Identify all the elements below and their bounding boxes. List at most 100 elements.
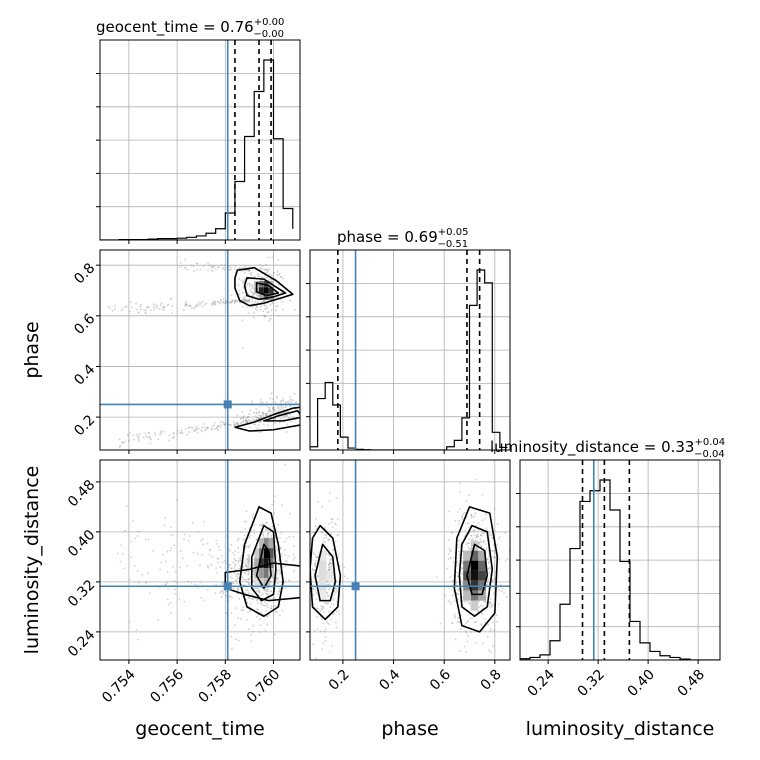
- sample-point: [185, 300, 187, 303]
- sample-point: [238, 267, 241, 270]
- sample-point: [284, 587, 286, 590]
- sample-point: [275, 576, 278, 579]
- sample-point: [240, 609, 243, 612]
- sample-point: [127, 440, 130, 443]
- sample-point: [186, 565, 189, 567]
- sample-point: [475, 620, 478, 623]
- truth-marker: [351, 582, 360, 591]
- sample-point: [253, 423, 256, 426]
- sample-point: [242, 286, 245, 289]
- sample-point: [251, 285, 254, 287]
- sample-point: [215, 583, 218, 586]
- sample-point: [332, 612, 335, 615]
- sample-point: [243, 520, 246, 523]
- sample-point: [245, 598, 248, 601]
- sample-point: [468, 547, 471, 550]
- sample-point: [498, 538, 500, 540]
- sample-point: [308, 565, 310, 567]
- sample-point: [335, 587, 338, 590]
- sample-point: [337, 533, 340, 536]
- sample-point: [265, 615, 268, 618]
- sample-point: [159, 568, 162, 571]
- sample-point: [212, 265, 215, 268]
- sample-point: [492, 592, 495, 595]
- sample-point: [263, 304, 266, 307]
- sample-point: [119, 444, 122, 447]
- sample-point: [148, 592, 151, 595]
- sample-point: [268, 273, 271, 276]
- sample-point: [272, 398, 275, 401]
- sample-point: [248, 269, 251, 272]
- sample-point: [248, 299, 251, 301]
- sample-point: [458, 554, 461, 557]
- sample-point: [250, 290, 253, 293]
- sample-point: [232, 561, 235, 564]
- panel-hist-luminosity-distance: [516, 459, 721, 664]
- sample-point: [487, 623, 490, 626]
- sample-point: [237, 639, 240, 642]
- sample-point: [295, 408, 297, 411]
- sample-point: [325, 536, 328, 539]
- sample-point: [196, 428, 198, 431]
- sample-point: [493, 555, 496, 558]
- sample-point: [131, 306, 133, 309]
- x-tick-label: 0.758: [196, 667, 236, 707]
- contour-inner: [255, 543, 272, 589]
- sample-point: [125, 306, 128, 309]
- sample-point: [225, 301, 227, 303]
- sample-point: [255, 412, 258, 415]
- sample-point: [285, 560, 288, 563]
- sample-point: [207, 269, 209, 272]
- density-cell: [254, 578, 260, 589]
- sample-point: [242, 267, 245, 269]
- axes-frame: [99, 39, 301, 241]
- sample-point: [452, 556, 455, 559]
- sample-point: [197, 427, 200, 430]
- sample-point: [273, 418, 275, 421]
- sample-point: [166, 304, 169, 307]
- sample-point: [264, 307, 267, 310]
- sample-point: [262, 412, 264, 415]
- sample-point: [166, 550, 169, 553]
- sample-point: [256, 301, 259, 303]
- sample-point: [251, 287, 254, 290]
- sample-point: [279, 571, 282, 573]
- sample-point: [316, 556, 319, 559]
- sample-point: [328, 610, 330, 613]
- sample-point: [264, 528, 267, 530]
- sample-point: [167, 588, 169, 590]
- sample-point: [262, 411, 264, 414]
- sample-point: [476, 534, 478, 537]
- sample-point: [202, 543, 205, 546]
- sample-point: [255, 304, 258, 307]
- sample-point: [136, 569, 139, 572]
- sample-point: [489, 603, 492, 605]
- sample-point: [246, 420, 249, 423]
- sample-point: [153, 303, 155, 306]
- sample-point: [266, 606, 269, 609]
- sample-point: [473, 515, 475, 518]
- sample-point: [237, 568, 240, 570]
- sample-point: [332, 598, 335, 601]
- sample-point: [259, 414, 262, 417]
- sample-point: [288, 400, 291, 403]
- sample-point: [260, 415, 263, 418]
- sample-point: [266, 521, 268, 524]
- sample-point: [217, 301, 220, 303]
- sample-point: [481, 613, 484, 615]
- sample-point: [497, 603, 500, 606]
- sample-point: [452, 579, 454, 582]
- sample-point: [251, 298, 253, 301]
- sample-point: [190, 426, 192, 429]
- sample-point: [217, 425, 220, 427]
- sample-point: [461, 567, 464, 570]
- sample-point: [449, 550, 452, 553]
- sample-point: [138, 311, 141, 313]
- x-tick-label: 0.4: [376, 667, 403, 694]
- sample-point: [230, 567, 233, 570]
- sample-point: [284, 401, 287, 404]
- sample-point: [279, 572, 281, 575]
- sample-point: [213, 264, 216, 267]
- sample-point: [229, 301, 232, 304]
- sample-point: [240, 559, 242, 562]
